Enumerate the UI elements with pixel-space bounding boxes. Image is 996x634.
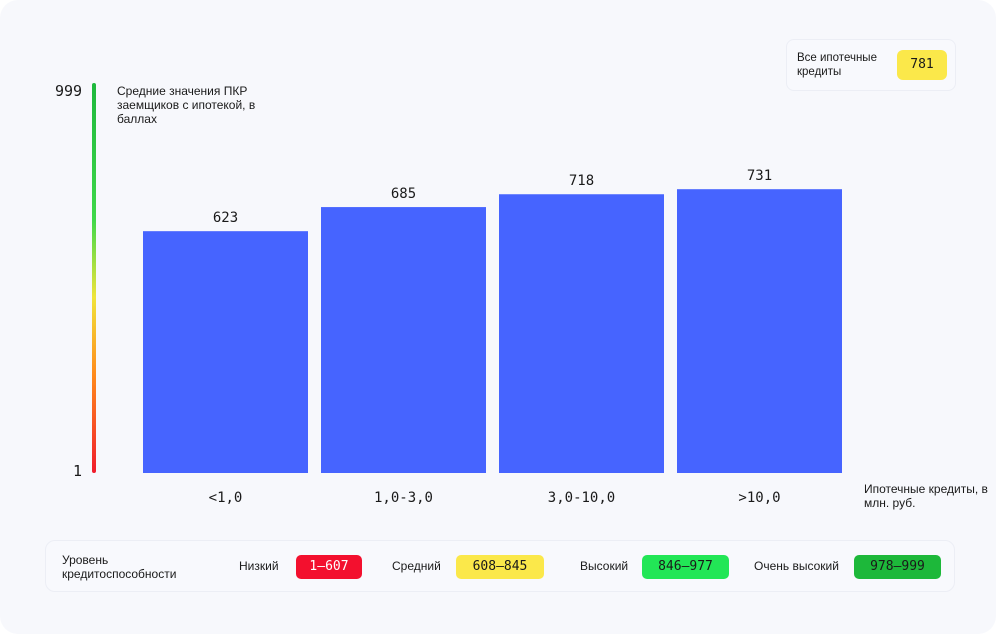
legend-chip-very-high: 978–999 (854, 555, 941, 579)
legend-title: Уровень кредитоспособности (62, 553, 177, 581)
bar-1 (143, 231, 308, 473)
x-tick-label-3: 3,0-10,0 (548, 490, 615, 506)
x-tick-label-4: >10,0 (738, 490, 780, 506)
legend-name-very-high: Очень высокий (754, 559, 839, 573)
bar-2 (321, 207, 486, 473)
y-axis-label: Средние значения ПКР заемщиков с ипотеко… (117, 84, 256, 126)
summary-label: Все ипотечные кредиты (797, 52, 877, 78)
legend-name-high: Высокий (580, 559, 629, 573)
x-tick-label-2: 1,0-3,0 (374, 490, 433, 506)
bar-value-label-1: 623 (213, 210, 238, 226)
legend-name-medium: Средний (392, 559, 441, 573)
x-tick-label-1: <1,0 (209, 490, 243, 506)
legend-chip-medium: 608–845 (456, 555, 544, 579)
bar-value-label-4: 731 (747, 168, 772, 184)
legend-chip-high: 846–977 (642, 555, 729, 579)
bar-value-label-3: 718 (569, 173, 594, 189)
bar-4 (677, 189, 842, 473)
bar-value-label-2: 685 (391, 186, 416, 202)
scale-min-label: 1 (73, 462, 83, 480)
legend-name-low: Низкий (239, 559, 279, 573)
scale-max-label: 999 (55, 82, 83, 100)
summary-panel: Все ипотечные кредиты 781 (786, 39, 956, 91)
x-axis-label: Ипотечные кредиты, в млн. руб. (864, 482, 988, 510)
summary-value-badge: 781 (897, 50, 947, 80)
legend-panel: Уровень кредитоспособности Низкий 1–607 … (45, 540, 955, 592)
score-gradient-scale (92, 83, 96, 473)
legend-chip-low: 1–607 (296, 555, 362, 579)
bar-3 (499, 194, 664, 473)
